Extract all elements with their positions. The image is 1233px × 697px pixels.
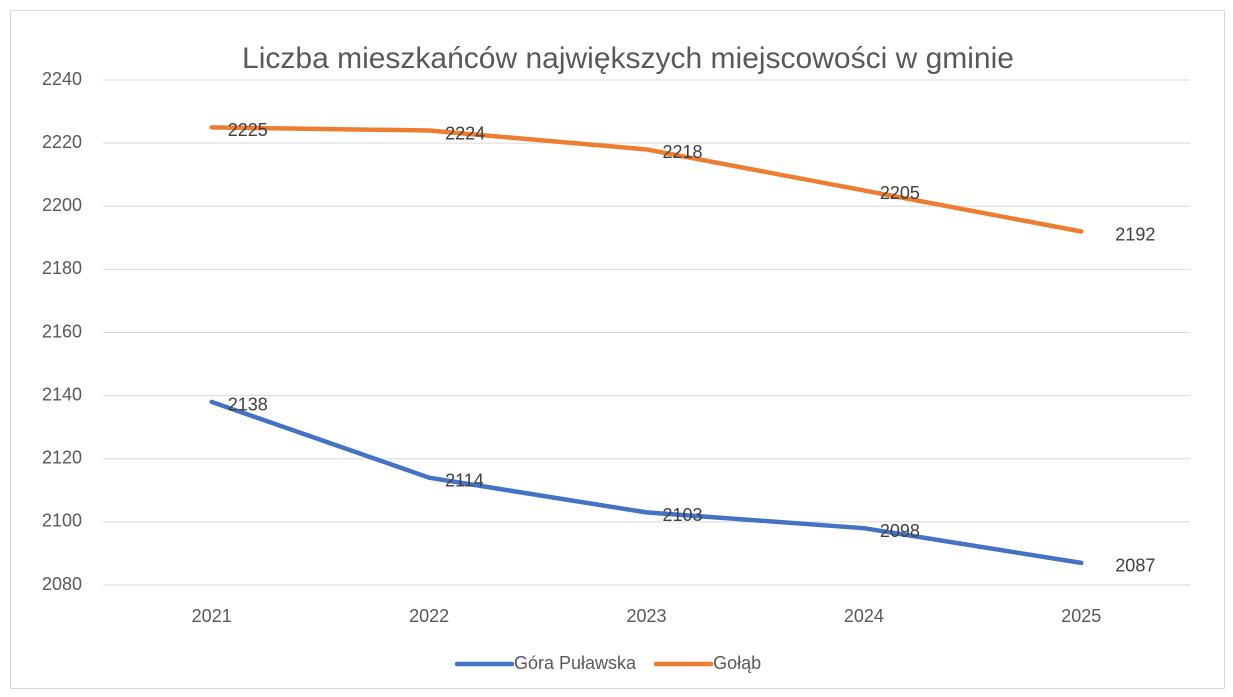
y-tick-label: 2140	[42, 384, 82, 404]
data-label: 2218	[663, 142, 703, 162]
chart-frame	[10, 10, 1225, 689]
x-tick-label: 2024	[844, 606, 884, 626]
y-tick-label: 2240	[42, 69, 82, 89]
data-label: 2098	[880, 521, 920, 541]
y-tick-label: 2160	[42, 321, 82, 341]
y-tick-label: 2200	[42, 195, 82, 215]
series-line	[209, 399, 1084, 566]
legend-label: Góra Puławska	[514, 653, 637, 673]
y-tick-label: 2220	[42, 132, 82, 152]
data-label: 2103	[663, 505, 703, 525]
y-tick-label: 2080	[42, 574, 82, 594]
series-line	[209, 125, 1084, 234]
data-label: 2087	[1115, 556, 1155, 576]
y-tick-label: 2120	[42, 448, 82, 468]
x-tick-label: 2023	[626, 606, 666, 626]
data-label: 2138	[228, 395, 268, 415]
data-label: 2205	[880, 183, 920, 203]
x-tick-label: 2022	[409, 606, 449, 626]
data-label: 2224	[445, 123, 485, 143]
y-tick-label: 2180	[42, 258, 82, 278]
x-tick-label: 2021	[192, 606, 232, 626]
chart-title: Liczba mieszkańców największych miejscow…	[242, 42, 1014, 75]
data-label: 2192	[1115, 224, 1155, 244]
x-tick-label: 2025	[1061, 606, 1101, 626]
data-label: 2225	[228, 120, 268, 140]
y-tick-label: 2100	[42, 511, 82, 531]
data-label: 2114	[445, 470, 484, 490]
legend-label: Gołąb	[713, 653, 761, 673]
